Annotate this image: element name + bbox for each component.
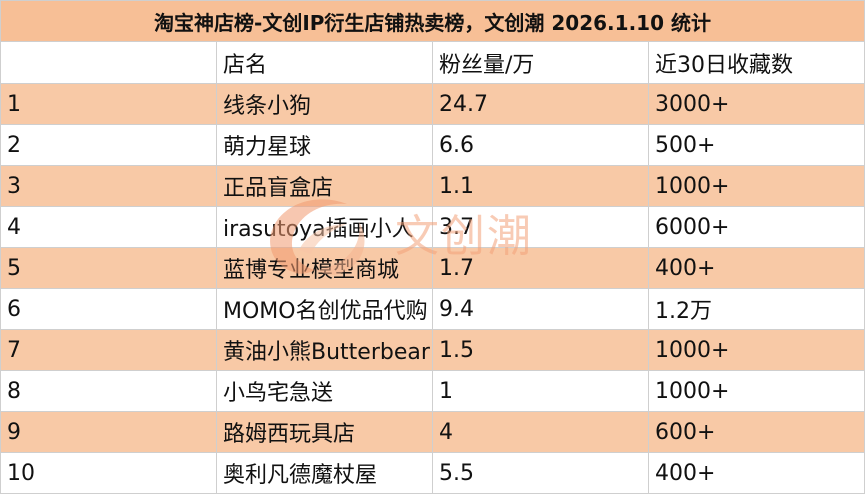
table-row: 5 蓝博专业模型商城 1.7 400+ — [0, 247, 865, 289]
favorites-cell: 400+ — [648, 452, 865, 494]
rank-cell: 3 — [0, 165, 217, 207]
rank-cell: 2 — [0, 124, 217, 166]
rank-cell: 9 — [0, 411, 217, 453]
table-row: 9 路姆西玩具店 4 600+ — [0, 411, 865, 453]
header-name: 店名 — [216, 41, 433, 84]
header-favorites: 近30日收藏数 — [648, 41, 865, 84]
rank-cell: 1 — [0, 83, 217, 125]
favorites-cell: 600+ — [648, 411, 865, 453]
fans-cell: 5.5 — [432, 452, 649, 494]
table-row: 4 irasutoya插画小人 3.7 6000+ — [0, 206, 865, 248]
shop-name-cell: 萌力星球 — [216, 124, 433, 166]
table-row: 1 线条小狗 24.7 3000+ — [0, 83, 865, 125]
header-row: 店名 粉丝量/万 近30日收藏数 — [0, 41, 865, 84]
table-row: 3 正品盲盒店 1.1 1000+ — [0, 165, 865, 207]
rank-cell: 10 — [0, 452, 217, 494]
favorites-cell: 1000+ — [648, 165, 865, 207]
favorites-cell: 1000+ — [648, 370, 865, 412]
shop-name-cell: 黄油小熊Butterbear — [216, 329, 433, 371]
fans-cell: 1 — [432, 370, 649, 412]
rank-cell: 4 — [0, 206, 217, 248]
table-row: 2 萌力星球 6.6 500+ — [0, 124, 865, 166]
favorites-cell: 500+ — [648, 124, 865, 166]
header-fans: 粉丝量/万 — [432, 41, 649, 84]
table-row: 7 黄油小熊Butterbear 1.5 1000+ — [0, 329, 865, 371]
title-row: 淘宝神店榜-文创IP衍生店铺热卖榜，文创潮 2026.1.10 统计 — [0, 0, 865, 42]
shop-name-cell: 线条小狗 — [216, 83, 433, 125]
header-rank — [0, 41, 217, 84]
shop-name-cell: irasutoya插画小人 — [216, 206, 433, 248]
rank-cell: 7 — [0, 329, 217, 371]
favorites-cell: 1.2万 — [648, 288, 865, 330]
fans-cell: 9.4 — [432, 288, 649, 330]
shop-name-cell: MOMO名创优品代购 — [216, 288, 433, 330]
favorites-cell: 1000+ — [648, 329, 865, 371]
fans-cell: 1.5 — [432, 329, 649, 371]
shop-name-cell: 正品盲盒店 — [216, 165, 433, 207]
fans-cell: 1.1 — [432, 165, 649, 207]
shop-name-cell: 小鸟宅急送 — [216, 370, 433, 412]
favorites-cell: 3000+ — [648, 83, 865, 125]
table-row: 8 小鸟宅急送 1 1000+ — [0, 370, 865, 412]
fans-cell: 24.7 — [432, 83, 649, 125]
fans-cell: 6.6 — [432, 124, 649, 166]
shop-name-cell: 路姆西玩具店 — [216, 411, 433, 453]
shop-name-cell: 蓝博专业模型商城 — [216, 247, 433, 289]
table-row: 10 奥利凡德魔杖屋 5.5 400+ — [0, 452, 865, 494]
shop-name-cell: 奥利凡德魔杖屋 — [216, 452, 433, 494]
rank-cell: 8 — [0, 370, 217, 412]
favorites-cell: 400+ — [648, 247, 865, 289]
rank-cell: 6 — [0, 288, 217, 330]
fans-cell: 3.7 — [432, 206, 649, 248]
fans-cell: 1.7 — [432, 247, 649, 289]
table-row: 6 MOMO名创优品代购 9.4 1.2万 — [0, 288, 865, 330]
fans-cell: 4 — [432, 411, 649, 453]
favorites-cell: 6000+ — [648, 206, 865, 248]
table-title: 淘宝神店榜-文创IP衍生店铺热卖榜，文创潮 2026.1.10 统计 — [0, 0, 865, 42]
rank-cell: 5 — [0, 247, 217, 289]
